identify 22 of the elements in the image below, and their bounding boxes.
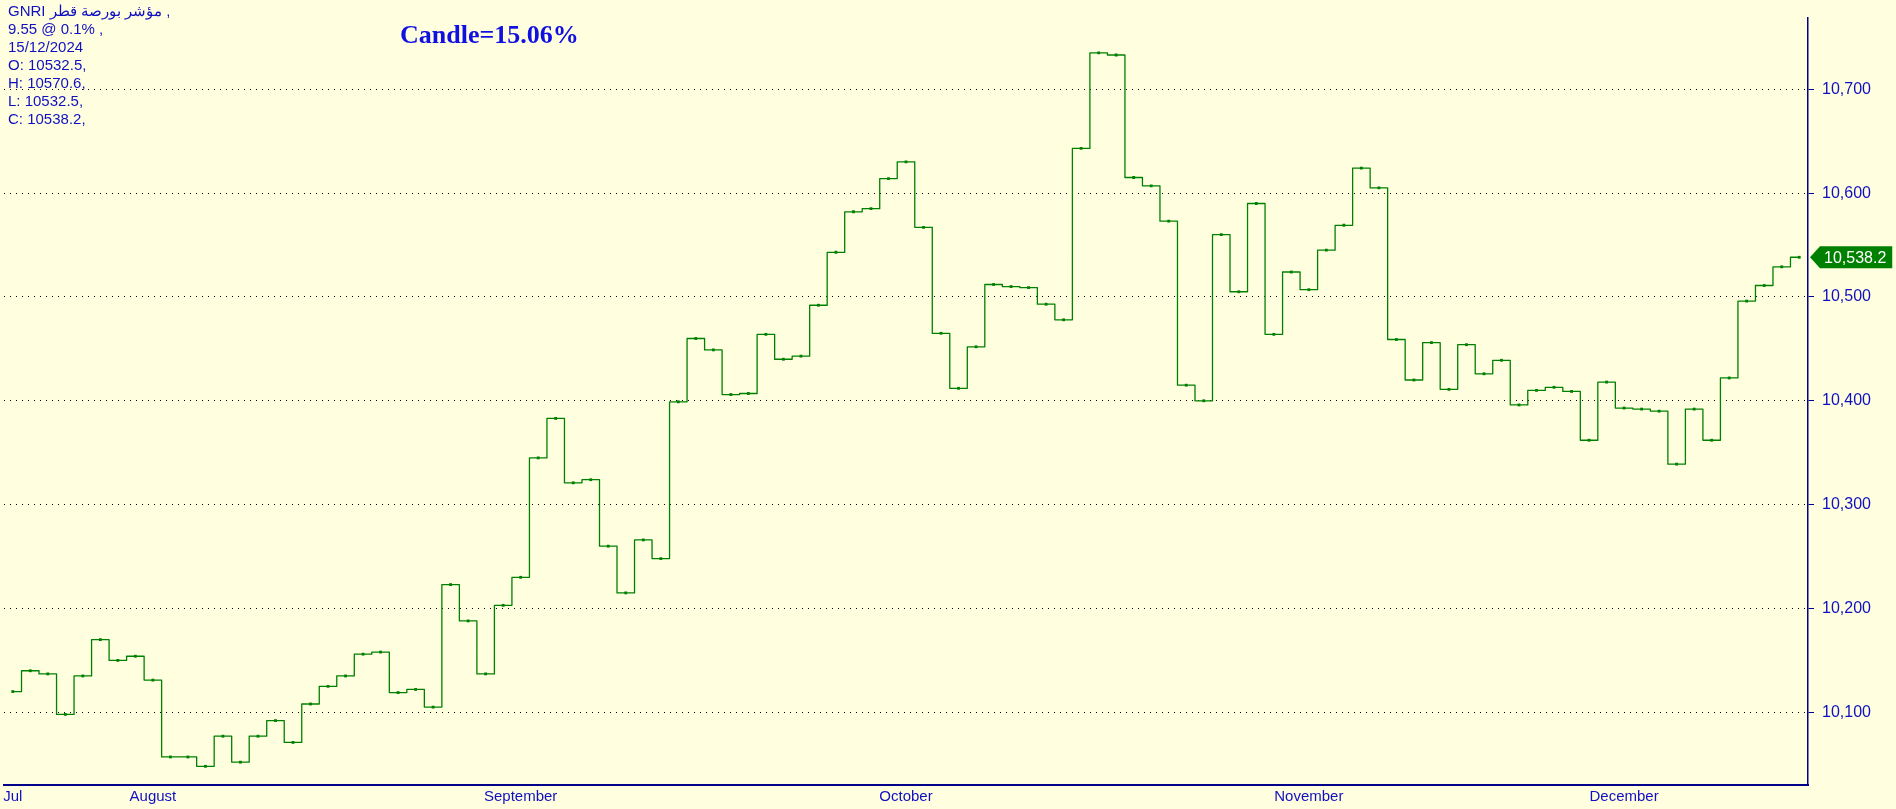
annotation: L: 10532.5,: [8, 92, 85, 110]
x-tick-label: August: [129, 787, 178, 805]
annotation: O: 10532.5,: [8, 56, 88, 74]
annotation: 15/12/2024: [8, 38, 85, 56]
y-tick-label: 10,400: [1822, 391, 1872, 409]
y-tick-label: 10,500: [1822, 287, 1872, 305]
y-tick-label: 10,600: [1822, 183, 1872, 201]
x-tick-label: December: [1589, 787, 1659, 805]
x-tick-label: Jul: [3, 787, 23, 805]
annotation: H: 10570.6,: [8, 74, 87, 92]
y-tick-label: 10,200: [1822, 598, 1872, 616]
annotation: C: 10538.2,: [8, 110, 87, 128]
x-tick-label: October: [879, 787, 933, 805]
annotation: GNRI مؤشر بورصة قطر ,: [8, 2, 171, 20]
chart-title: Candle=15.06%: [400, 20, 579, 50]
y-tick-label: 10,700: [1822, 79, 1872, 97]
y-tick-label: 10,100: [1822, 702, 1872, 720]
x-tick-label: November: [1274, 787, 1344, 805]
y-tick-label: 10,300: [1822, 495, 1872, 513]
annotation: 9.55 @ 0.1% ,: [8, 20, 105, 38]
x-tick-label: September: [483, 787, 558, 805]
text: 10,538.2: [1824, 248, 1887, 266]
